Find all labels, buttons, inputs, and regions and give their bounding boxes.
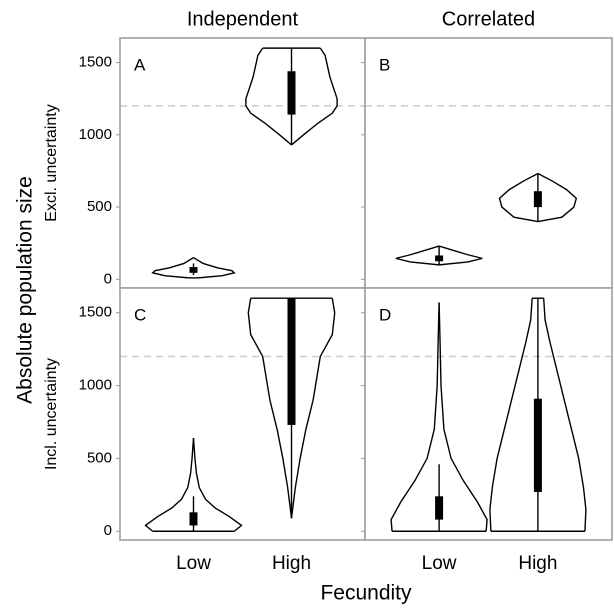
violin-outline (291, 47, 338, 146)
panel-label: A (134, 55, 146, 74)
box (435, 255, 444, 262)
violin-outline (193, 257, 236, 279)
violin-outline (489, 298, 533, 532)
panel-background (120, 288, 365, 540)
panel-background (120, 38, 365, 288)
y-tick-label: 500 (87, 449, 112, 466)
x-tick-label: Low (176, 553, 211, 574)
violin-outline (390, 302, 440, 532)
column-title: Independent (187, 8, 299, 30)
y-tick-label: 1500 (79, 304, 112, 321)
violin-outline (537, 172, 578, 223)
box (533, 398, 542, 492)
box (287, 298, 296, 425)
violin-outline (438, 302, 488, 532)
violin-outline (498, 172, 539, 223)
y-tick-label: 1000 (79, 126, 112, 143)
violin-outline (151, 257, 194, 279)
panel-label: C (134, 305, 146, 324)
box (435, 496, 444, 520)
panel-border (364, 287, 613, 541)
y-axis-title: Absolute population size (14, 176, 37, 404)
y-tick-label: 0 (104, 270, 112, 287)
box (287, 71, 296, 115)
x-axis-title: Fecundity (320, 582, 412, 605)
box (189, 512, 198, 526)
panel-label: D (379, 305, 391, 324)
x-tick-label: Low (422, 553, 457, 574)
row-label: Excl. uncertainty (43, 104, 60, 221)
x-tick-label: High (272, 553, 311, 574)
violin-outline (247, 298, 293, 519)
y-tick-label: 1500 (79, 54, 112, 71)
column-title: Correlated (442, 8, 535, 30)
y-tick-label: 1000 (79, 377, 112, 394)
y-tick-label: 500 (87, 198, 112, 215)
x-tick-label: High (518, 553, 557, 574)
violin-outline (144, 437, 195, 532)
panel-background (365, 38, 612, 288)
row-label: Incl. uncertainty (43, 358, 60, 470)
violin-outline (290, 298, 336, 519)
panel-label: B (379, 55, 390, 74)
violin-outline (192, 437, 243, 532)
violin-outline (542, 298, 587, 532)
violin-outline (245, 47, 292, 146)
box (533, 191, 542, 208)
y-tick-label: 0 (104, 522, 112, 539)
violin-outline (395, 245, 440, 266)
panel-background (365, 288, 612, 540)
violin-outline (438, 245, 483, 266)
box (189, 267, 198, 273)
